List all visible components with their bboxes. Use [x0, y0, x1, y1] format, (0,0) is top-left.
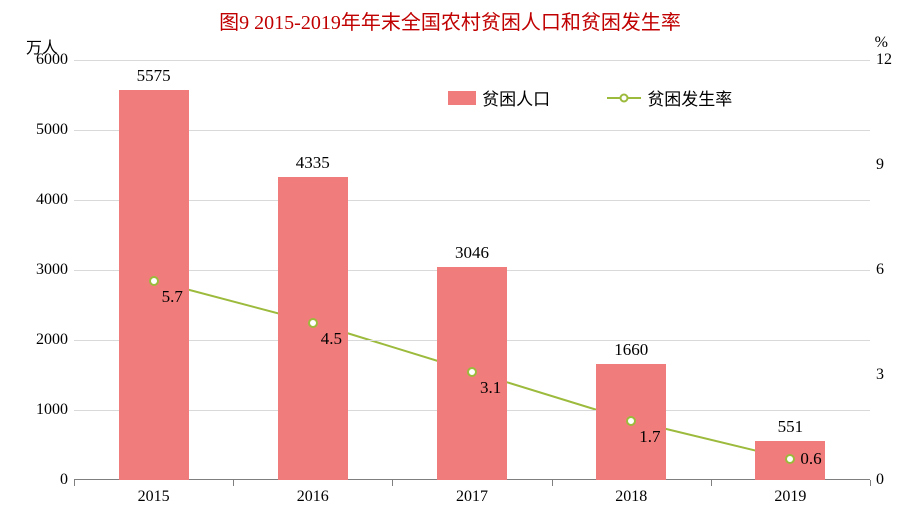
line-value-label: 0.6: [800, 449, 821, 469]
chart-container: 图9 2015-2019年年末全国农村贫困人口和贫困发生率 万人 % 01000…: [0, 0, 900, 510]
x-tick-mark: [74, 480, 75, 486]
y-tick-left: 2000: [36, 331, 74, 349]
y-tick-right: 12: [870, 51, 892, 69]
bar-value-label: 3046: [455, 243, 489, 267]
bar-value-label: 551: [778, 417, 804, 441]
legend-label: 贫困发生率: [647, 85, 732, 110]
y-tick-left: 4000: [36, 191, 74, 209]
line-value-label: 5.7: [162, 287, 183, 307]
y-tick-left: 1000: [36, 401, 74, 419]
gridline: [74, 130, 870, 131]
y-tick-left: 0: [60, 471, 74, 489]
gridline: [74, 60, 870, 61]
legend-item-line: 贫困发生率: [607, 85, 732, 110]
line-value-label: 3.1: [480, 378, 501, 398]
x-tick-mark: [552, 480, 553, 486]
line-marker: [308, 318, 318, 328]
chart-title: 图9 2015-2019年年末全国农村贫困人口和贫困发生率: [0, 6, 900, 35]
line-value-label: 1.7: [639, 427, 660, 447]
line-marker: [785, 454, 795, 464]
bar-value-label: 4335: [296, 153, 330, 177]
x-tick-label: 2015: [138, 480, 170, 506]
line-marker: [626, 416, 636, 426]
y-axis-right-label: %: [875, 34, 888, 52]
gridline: [74, 200, 870, 201]
y-tick-left: 3000: [36, 261, 74, 279]
legend-swatch-line: [607, 91, 641, 105]
y-tick-right: 6: [870, 261, 884, 279]
x-tick-label: 2017: [456, 480, 488, 506]
line-marker: [467, 367, 477, 377]
x-tick-mark: [233, 480, 234, 486]
x-tick-mark: [711, 480, 712, 486]
y-tick-right: 9: [870, 156, 884, 174]
x-tick-label: 2018: [615, 480, 647, 506]
y-tick-right: 3: [870, 366, 884, 384]
plot-area: 0100020003000400050006000036912201520162…: [74, 60, 870, 480]
bar-value-label: 5575: [137, 66, 171, 90]
x-tick-mark: [392, 480, 393, 486]
x-tick-mark: [870, 480, 871, 486]
y-tick-left: 6000: [36, 51, 74, 69]
x-tick-label: 2019: [774, 480, 806, 506]
line-value-label: 4.5: [321, 329, 342, 349]
y-tick-right: 0: [870, 471, 884, 489]
line-marker: [149, 276, 159, 286]
legend-swatch-bar: [448, 91, 476, 105]
legend-item-bar: 贫困人口: [448, 85, 550, 110]
x-tick-label: 2016: [297, 480, 329, 506]
y-tick-left: 5000: [36, 121, 74, 139]
bar-value-label: 1660: [614, 340, 648, 364]
legend-label: 贫困人口: [482, 85, 550, 110]
